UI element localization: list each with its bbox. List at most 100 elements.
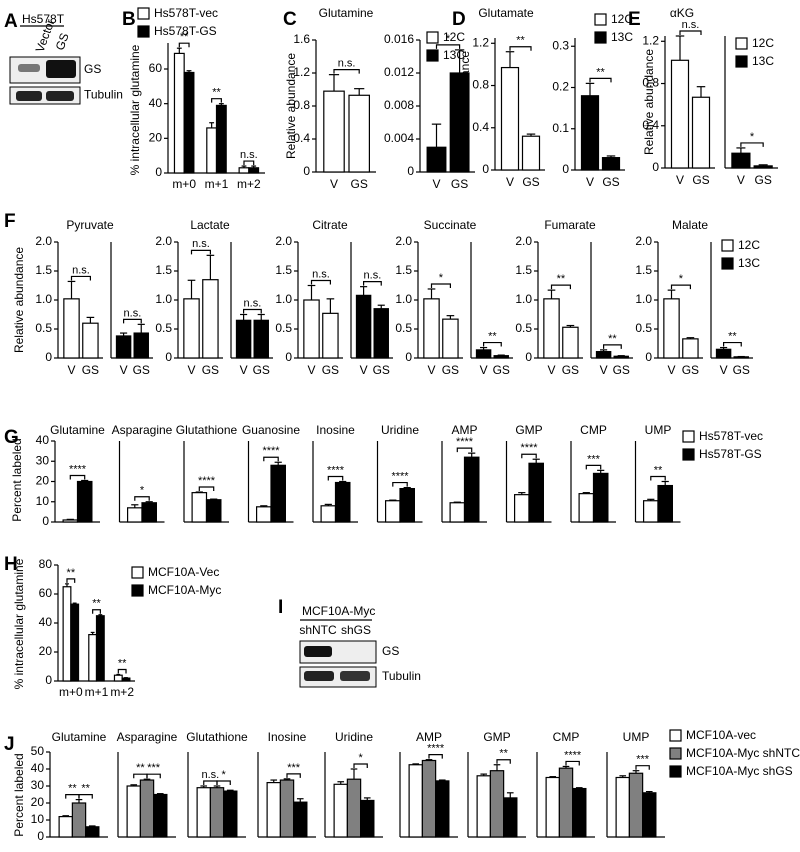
y-tick-label: 0 [285,350,292,364]
significance-label: ** [728,330,737,342]
significance-bracket [428,754,443,759]
group-title: Pyruvate [66,218,114,232]
significance-label: *** [587,453,601,465]
significance-bracket [550,284,571,290]
y-tick-label: 0.2 [552,80,569,94]
y-tick-label: 0.016 [384,32,414,46]
y-tick-label: 40 [39,615,53,629]
significance-bracket [435,44,461,49]
legend-swatch [669,747,682,760]
bar [183,71,195,174]
significance-bracket [353,763,368,768]
y-tick-label: 2.0 [275,234,292,248]
legend-swatch [735,37,748,50]
category-title: Glutathione [176,423,238,437]
significance-bracket [133,773,148,779]
band [46,60,76,78]
x-tick-label: GS [613,363,630,377]
significance-bracket [327,475,344,481]
significance-bracket [650,475,666,481]
bar [399,487,415,523]
bar [449,502,466,523]
significance-bracket [333,69,360,74]
bar [715,348,732,359]
significance-label: * [439,272,444,284]
legend-swatch [137,7,150,20]
y-tick-label: 0 [482,162,489,176]
x-tick-label: V [506,175,514,189]
x-tick-label: GS [442,363,459,377]
bar [503,797,518,838]
bar [303,299,320,359]
group-title: Citrate [312,218,348,232]
bar [248,167,260,174]
legend-label: Hs578T-GS [154,24,217,38]
group-title: Glutamate [478,6,534,20]
significance-label: * [679,273,684,285]
significance-label: n.s. [244,297,262,309]
y-tick-label: 20 [36,474,50,488]
significance-label: ** [596,66,605,78]
legend-swatch [131,584,144,597]
category-title: CMP [580,423,607,437]
y-tick-label: 1.5 [275,263,292,277]
bar [663,298,680,359]
x-tick-label: GS [322,363,339,377]
x-tick-label: GS [351,177,368,191]
category-title: Inosine [316,423,355,437]
x-tick-label: V [360,363,368,377]
band [304,671,334,681]
legend-label: 12C [752,36,774,50]
x-tick-label: GS [133,363,150,377]
y-tick-label: 1.0 [635,292,652,306]
y-tick-label: 30 [36,453,50,467]
y-axis-label: Percent labeled [10,438,24,521]
significance-label: n.s. [364,270,382,282]
significance-bracket [723,341,742,347]
y-tick-label: 0 [155,165,162,179]
bar [580,95,600,171]
significance-label: ** [488,330,497,342]
x-tick-label: V [120,363,128,377]
x-tick-label: V [600,363,608,377]
legend-swatch [682,430,695,443]
y-tick-label: 1.0 [515,292,532,306]
y-tick-label: 0 [645,350,652,364]
legend-label: Hs578T-vec [154,6,218,20]
significance-bracket [363,281,382,286]
significance-label: ** [81,783,90,795]
y-axis-label: Relative abundance [284,53,298,159]
legend-swatch [735,55,748,68]
y-tick-label: 1.2 [472,35,489,49]
bar [670,59,690,169]
legend-label: MCF10A-vec [686,728,756,742]
significance-bracket [496,759,511,764]
y-tick-label: 1.6 [293,32,310,46]
y-tick-label: 1.5 [155,263,172,277]
y-tick-label: 40 [149,96,163,110]
y-axis-label: Relative abundance [458,51,472,157]
bar [266,781,281,838]
significance-bracket [679,30,702,35]
significance-label: n.s. [240,149,258,161]
significance-label: ** [67,567,76,579]
y-tick-label: 20 [31,795,45,809]
y-tick-label: 1.0 [35,292,52,306]
y-tick-label: 1.5 [395,263,412,277]
panel-label: C [283,9,297,30]
group-title: Lactate [190,218,230,232]
y-tick-label: 0.5 [155,321,172,335]
legend-label: 13C [611,30,633,44]
bar [408,764,423,838]
significance-bracket [263,456,279,462]
x-tick-label: GS [253,363,270,377]
band [46,91,74,101]
panel-label: D [452,9,466,30]
legend-swatch [669,765,682,778]
significance-bracket [211,98,222,103]
legend-swatch [594,31,607,44]
significance-label: *** [147,762,161,774]
x-tick-label: V [720,363,728,377]
category-title: UMP [623,730,650,744]
bar [528,462,544,523]
